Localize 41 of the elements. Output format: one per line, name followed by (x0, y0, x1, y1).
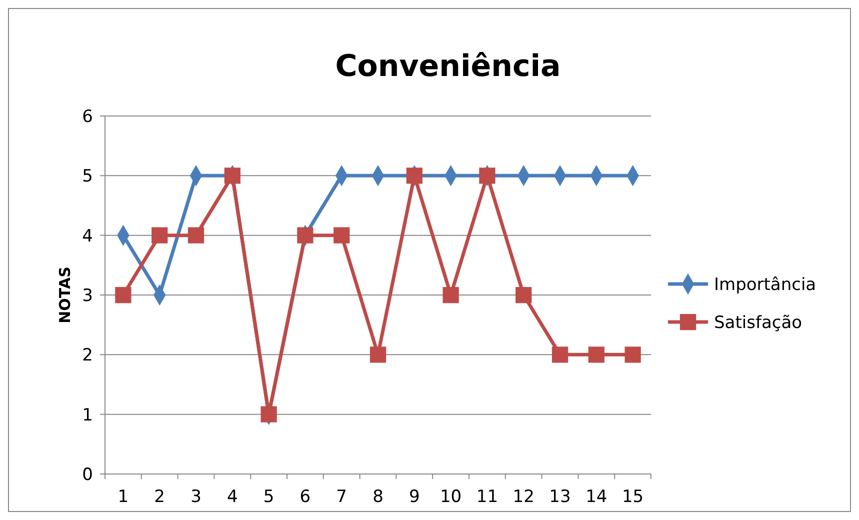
y-tick-label: 5 (82, 166, 93, 187)
y-tick-label: 6 (82, 106, 93, 127)
legend-label: Satisfação (714, 312, 802, 333)
x-tick-label: 6 (300, 487, 311, 507)
point (334, 227, 350, 244)
chart-title: Conveniência (335, 49, 561, 84)
y-tick-label: 2 (82, 346, 93, 366)
y-tick-label: 1 (82, 405, 93, 426)
x-tick-label: 9 (408, 487, 420, 507)
point (406, 168, 422, 184)
x-tick-label: 11 (476, 487, 498, 507)
x-tick-label: 14 (586, 487, 608, 507)
x-tick-label: 5 (263, 487, 274, 507)
point (115, 286, 132, 304)
point (188, 227, 204, 244)
point (224, 168, 240, 184)
point (479, 168, 496, 184)
point (370, 346, 386, 363)
x-tick-label: 12 (512, 487, 534, 507)
point (624, 346, 641, 363)
y-axis-title: NOTAS (56, 266, 74, 324)
x-tick-label: 8 (372, 487, 384, 507)
y-tick-label: 3 (82, 286, 93, 306)
point (297, 227, 314, 244)
point (552, 346, 568, 363)
y-tick-label: 4 (82, 226, 93, 246)
y-tick-label: 0 (82, 464, 93, 485)
x-tick-label: 3 (190, 487, 202, 507)
legend-label: Importância (714, 274, 816, 295)
x-tick-label: 13 (549, 487, 571, 507)
x-tick-label: 15 (622, 487, 644, 507)
x-tick-label: 7 (336, 487, 348, 507)
x-tick-label: 2 (154, 487, 166, 507)
point (260, 406, 277, 422)
point (588, 346, 604, 363)
point (516, 286, 532, 304)
point (442, 286, 459, 304)
point (152, 227, 168, 244)
x-tick-label: 4 (226, 487, 238, 507)
x-tick-label: 1 (118, 487, 129, 507)
x-tick-label: 10 (440, 487, 462, 507)
